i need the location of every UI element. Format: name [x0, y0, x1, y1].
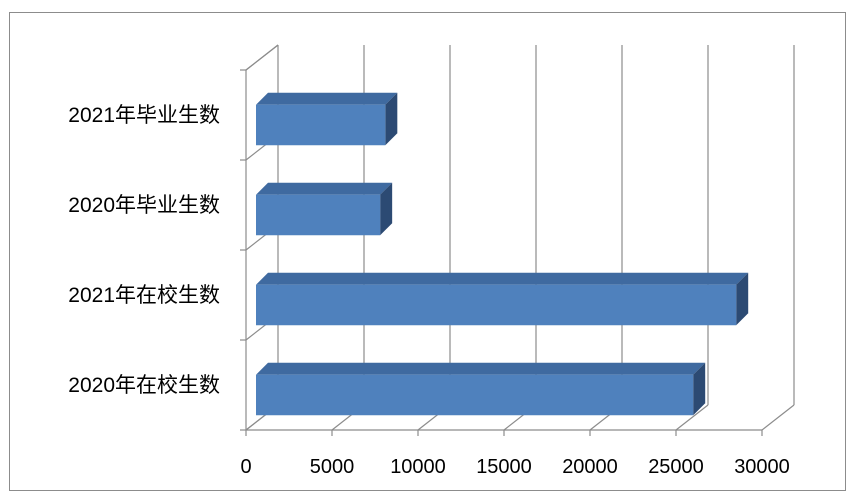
bar	[256, 104, 386, 146]
bar-top	[256, 182, 393, 195]
category-label: 2020年毕业生数	[68, 194, 220, 217]
floor-gridline	[761, 404, 795, 431]
bar-end	[385, 92, 398, 146]
bar	[256, 284, 737, 326]
category-label: 2021年毕业生数	[68, 104, 220, 127]
bar-end	[736, 272, 749, 326]
labels: 0 5000 10000 15000 20000 25000 30000 2020年在校生数 2…	[68, 104, 790, 478]
category-label: 2021年在校生数	[68, 284, 220, 307]
bar-top	[256, 362, 706, 375]
gridlines	[245, 44, 795, 431]
category-label: 2020年在校生数	[68, 374, 220, 397]
bars	[256, 92, 749, 416]
axes	[240, 44, 763, 436]
x-tick-label: 30000	[734, 456, 790, 478]
bar-end	[693, 362, 706, 416]
floor-gridline	[675, 404, 709, 431]
x-tick-label: 20000	[562, 456, 618, 478]
bar	[256, 374, 694, 416]
bar	[256, 194, 381, 236]
x-tick-label: 25000	[648, 456, 704, 478]
x-tick-label: 5000	[310, 456, 355, 478]
x-tick-label: 15000	[476, 456, 532, 478]
bar-top	[256, 92, 398, 105]
x-tick-label: 0	[240, 456, 251, 478]
bar-top	[256, 272, 749, 285]
chart-frame	[9, 12, 846, 491]
bar-end	[380, 182, 393, 236]
x-tick-label: 10000	[390, 456, 446, 478]
y-axis-top-edge	[245, 44, 279, 71]
